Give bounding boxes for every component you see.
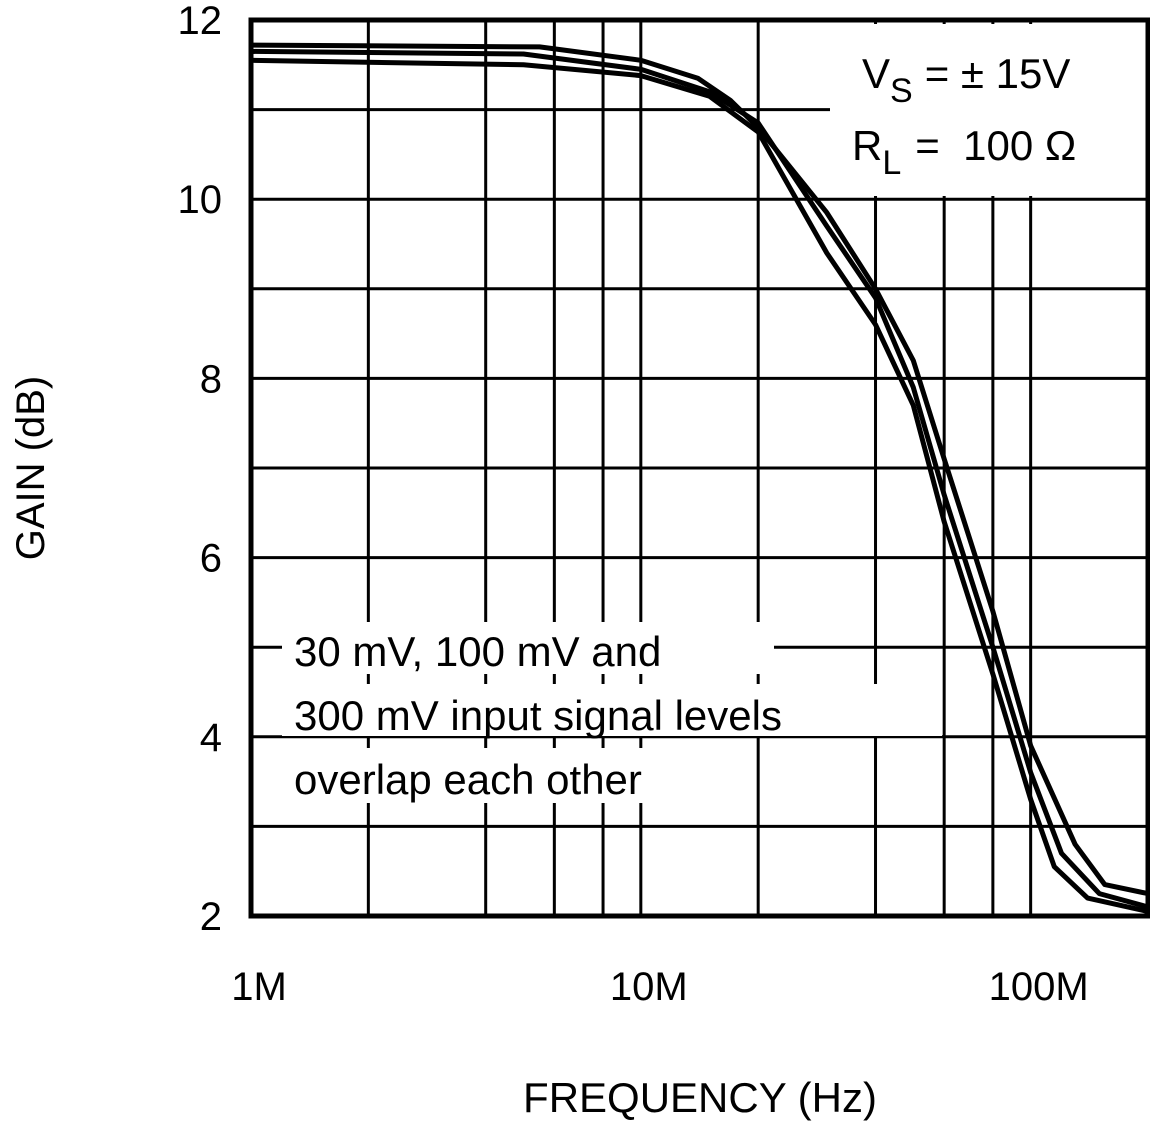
note-line-1: 30 mV, 100 mV and [294,628,661,675]
y-tick-label: 8 [200,357,222,401]
tick-labels: 1M 10M 100M 2 4 6 8 10 12 [178,0,1089,1009]
series-line-3 [250,57,1149,914]
x-tick-label: 10M [610,965,688,1009]
rl-value: = 100 Ω [915,122,1076,169]
x-tick-label: 1M [231,965,287,1009]
plot-frame [248,17,1150,919]
y-tick-label: 2 [200,895,222,939]
note-line-3: overlap each other [294,756,642,803]
rl-sub: L [882,144,901,182]
vs-label: V [862,50,890,97]
x-axis-label: FREQUENCY (Hz) [523,1074,877,1121]
y-axis-label: GAIN (dB) [9,376,53,560]
vs-value: = ± 15V [925,50,1071,97]
y-tick-label: 6 [200,537,222,581]
svg-text:RL= 100 Ω: RL = 100 Ω [852,122,1076,182]
note-annotation: 30 mV, 100 mV and 300 mV input signal le… [282,622,942,803]
y-tick-label: 10 [178,178,223,222]
note-line-2: 300 mV input signal levels [294,692,782,739]
conditions-legend: VS = ± 15V RL = 100 Ω [830,24,1146,196]
curves [250,42,1149,914]
y-tick-label: 12 [178,0,223,43]
svg-text:VS= ± 15V: VS = ± 15V [862,50,1070,110]
vs-sub: S [890,72,913,110]
series-line-1 [250,42,1149,897]
x-tick-label: 100M [989,965,1089,1009]
rl-label: R [852,122,882,169]
series-line-2 [250,48,1149,910]
y-tick-label: 4 [200,716,222,760]
